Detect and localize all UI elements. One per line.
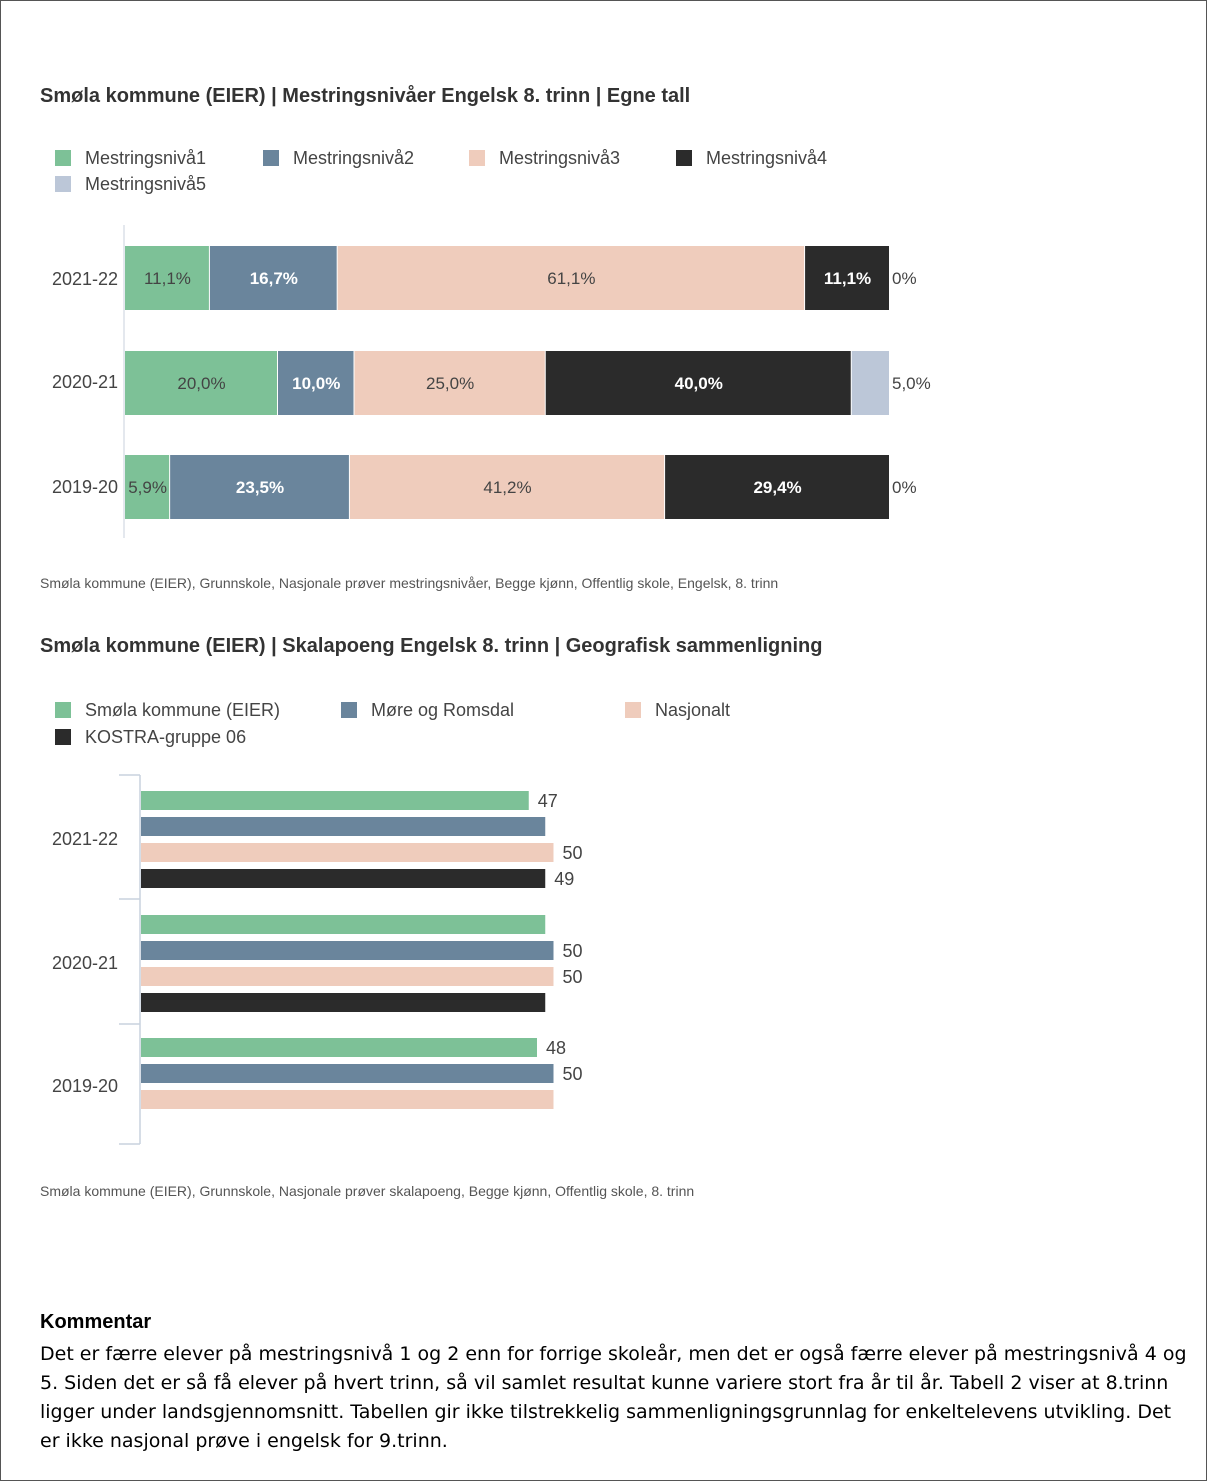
chart2-bar — [141, 941, 554, 960]
chart2-data-label: 47 — [538, 791, 558, 811]
legend-label: Møre og Romsdal — [371, 700, 515, 720]
chart1-bar-segment — [354, 351, 545, 415]
legend-swatch — [676, 150, 692, 166]
comment-heading: Kommentar — [40, 1311, 152, 1333]
chart1-legend-item[interactable]: Mestringsnivå2 — [263, 148, 414, 169]
chart2-bar — [141, 817, 546, 836]
legend-label: Smøla kommune (EIER) — [85, 700, 281, 720]
chart1-bar-segment — [125, 455, 170, 519]
legend-label: Mestringsnivå4 — [706, 148, 828, 168]
chart2-data-label: 49 — [554, 869, 574, 889]
chart1-data-label: 23,5% — [236, 478, 284, 497]
legend-label: Nasjonalt — [655, 700, 731, 720]
chart1-legend-item[interactable]: Mestringsnivå1 — [55, 148, 206, 169]
chart2-category-label: 2019-20 — [51, 1076, 118, 1096]
chart1-data-label: 11,1% — [144, 269, 191, 288]
chart1-bar-segment — [349, 455, 665, 519]
chart2-bar — [141, 915, 546, 934]
chart2-data-label: 50 — [563, 1064, 583, 1084]
chart2-legend-item[interactable]: Møre og Romsdal — [341, 700, 514, 721]
chart2-bar — [141, 843, 554, 862]
chart1-data-label: 10,0% — [292, 374, 340, 393]
legend-label: Mestringsnivå3 — [499, 148, 621, 168]
chart1-bar-segment — [545, 351, 851, 415]
legend-label: KOSTRA-gruppe 06 — [85, 727, 247, 747]
chart1-title: Smøla kommune (EIER) | Mestringsnivåer E… — [40, 85, 691, 107]
chart1-data-label: 0% — [892, 269, 917, 288]
legend-swatch — [55, 702, 71, 718]
legend-label: Mestringsnivå5 — [85, 174, 207, 194]
chart2-bar — [141, 791, 529, 810]
chart2-legend-item[interactable]: Smøla kommune (EIER) — [55, 700, 280, 721]
legend-swatch — [55, 176, 71, 192]
chart2-legend-item[interactable]: Nasjonalt — [625, 700, 730, 721]
chart2-bar — [141, 967, 554, 986]
chart1-category-label: 2020-21 — [51, 372, 118, 392]
chart1-category-label: 2021-22 — [51, 269, 118, 289]
chart1-bar-segment — [125, 246, 209, 310]
chart1-bar-segment — [125, 351, 277, 415]
chart1-data-label: 0% — [892, 478, 917, 497]
chart2-category-label: 2020-21 — [51, 953, 118, 973]
chart1-data-label: 11,1% — [824, 269, 871, 288]
legend-swatch — [469, 150, 485, 166]
chart1-data-label: 5,0% — [892, 374, 931, 393]
chart1-bar-segment — [805, 246, 889, 310]
chart2-bar — [141, 993, 546, 1012]
chart2-category-label: 2021-22 — [51, 829, 118, 849]
chart1-data-label: 16,7% — [250, 269, 298, 288]
chart1-data-label: 29,4% — [753, 478, 801, 497]
chart2-plot: 47 50 49 50 50 48 50 — [119, 774, 583, 1145]
chart1-legend-item[interactable]: Mestringsnivå3 — [469, 148, 620, 169]
legend-label: Mestringsnivå1 — [85, 148, 207, 168]
chart1-bar-segment — [337, 246, 805, 310]
chart2-data-label: 50 — [563, 967, 583, 987]
chart1-data-label: 5,9% — [128, 478, 167, 497]
chart2-bar — [141, 1090, 554, 1109]
chart1-bar-segment — [209, 246, 337, 310]
chart2-data-label: 48 — [546, 1038, 566, 1058]
chart2-data-label: 50 — [563, 941, 583, 961]
chart1-data-label: 41,2% — [483, 478, 531, 497]
legend-label: Mestringsnivå2 — [293, 148, 415, 168]
legend-swatch — [625, 702, 641, 718]
chart2-data-label: 50 — [563, 843, 583, 863]
chart2-source: Smøla kommune (EIER), Grunnskole, Nasjon… — [40, 1183, 695, 1199]
chart1-data-label: 40,0% — [675, 374, 723, 393]
chart1-bar-segment — [170, 455, 349, 519]
chart2-bar — [141, 1038, 537, 1057]
chart1-category-label: 2019-20 — [51, 477, 118, 497]
legend-swatch — [55, 150, 71, 166]
chart1-source: Smøla kommune (EIER), Grunnskole, Nasjon… — [40, 575, 779, 591]
chart2-legend-item[interactable]: KOSTRA-gruppe 06 — [55, 727, 246, 748]
chart2-title: Smøla kommune (EIER) | Skalapoeng Engels… — [40, 635, 823, 657]
chart1-legend-item[interactable]: Mestringsnivå4 — [676, 148, 827, 169]
chart1-data-label: 25,0% — [426, 374, 474, 393]
legend-swatch — [263, 150, 279, 166]
legend-swatch — [55, 729, 71, 745]
chart1-legend-item[interactable]: Mestringsnivå5 — [55, 174, 206, 195]
chart1-bar-segment — [665, 455, 889, 519]
comment-text: Det er færre elever på mestringsnivå 1 o… — [40, 1343, 1187, 1452]
chart1-data-label: 20,0% — [177, 374, 225, 393]
chart2-bar — [141, 1064, 554, 1083]
legend-swatch — [341, 702, 357, 718]
chart1-bar-segment — [851, 351, 889, 415]
chart1-bar-segment — [278, 351, 354, 415]
chart1-plot: 11,1% 16,7% 61,1% 11,1% 0% 20,0% 10,0% 25,0% 40,… — [123, 225, 931, 538]
chart1-data-label: 61,1% — [547, 269, 595, 288]
chart2-bar — [141, 869, 546, 888]
